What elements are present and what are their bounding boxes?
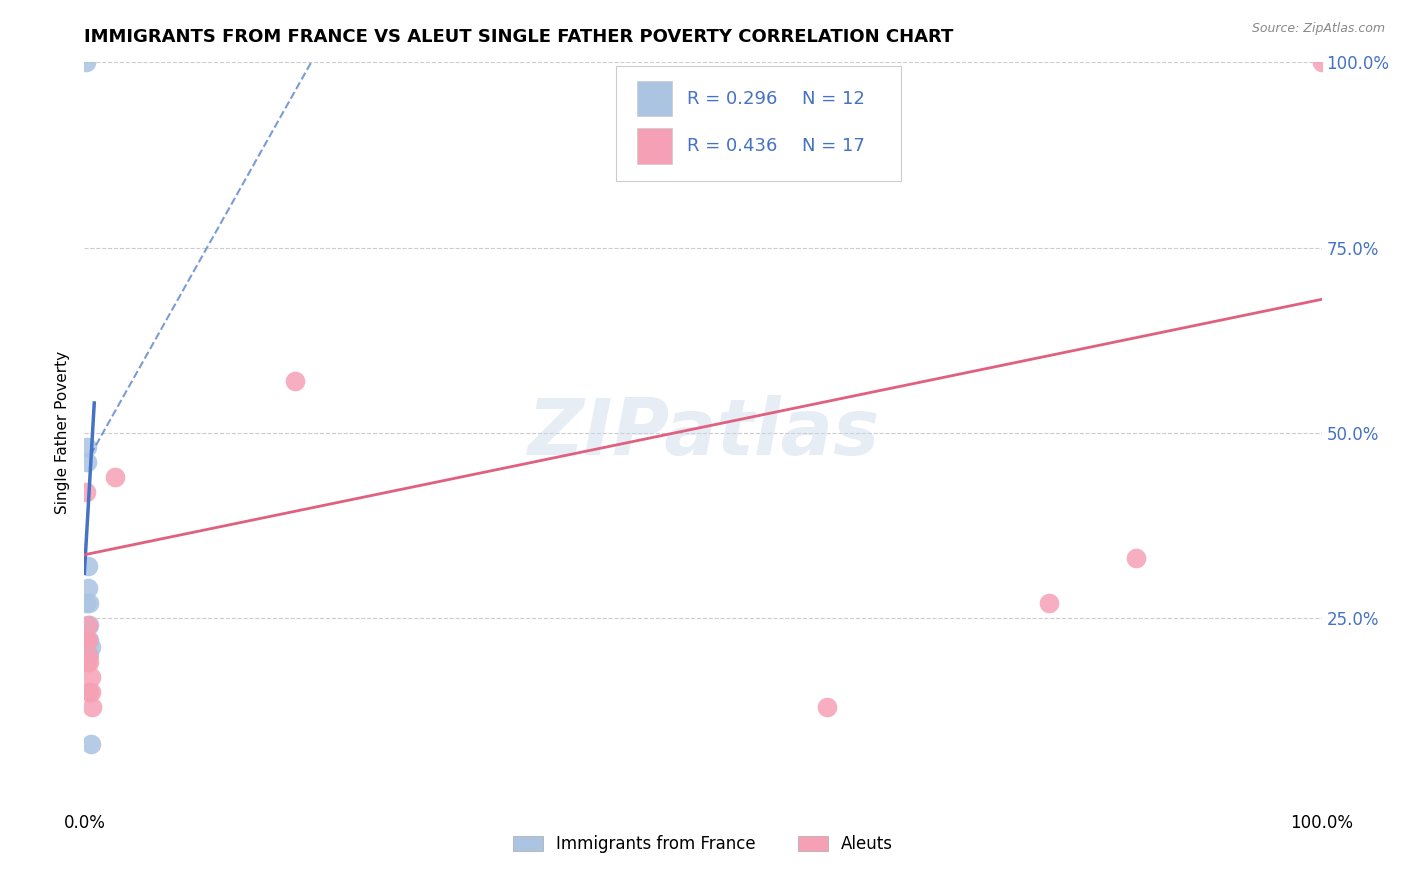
Point [77,558,100,573]
Point [79,655,101,669]
FancyBboxPatch shape [616,66,901,181]
Point [79,648,101,662]
Point [75,484,97,499]
Text: IMMIGRANTS FROM FRANCE VS ALEUT SINGLE FATHER POVERTY CORRELATION CHART: IMMIGRANTS FROM FRANCE VS ALEUT SINGLE F… [84,28,953,45]
Point [1038,596,1060,610]
Point [77,632,100,647]
Point [79,737,101,751]
Text: Source: ZipAtlas.com: Source: ZipAtlas.com [1251,22,1385,36]
Point [79,632,101,647]
Point [77,648,100,662]
Text: N = 12: N = 12 [801,90,865,108]
FancyBboxPatch shape [637,128,672,164]
Point [815,699,838,714]
Point [79,685,101,699]
Point [75,55,97,70]
Point [1310,55,1333,70]
Point [1125,551,1147,566]
Point [79,618,101,632]
FancyBboxPatch shape [637,81,672,117]
Point [76,441,98,455]
Point [79,596,101,610]
Text: N = 17: N = 17 [801,137,865,155]
Point [75,596,97,610]
Point [77,618,100,632]
Point [80,699,103,714]
Text: R = 0.296: R = 0.296 [688,90,778,108]
Point [79,670,101,684]
Point [76,655,98,669]
Text: ZIPatlas: ZIPatlas [527,394,879,471]
Y-axis label: Single Father Poverty: Single Father Poverty [55,351,70,514]
Point [104,470,127,484]
Text: R = 0.436: R = 0.436 [688,137,778,155]
Point [77,581,100,595]
Point [79,685,101,699]
Point [284,374,307,388]
Point [76,455,98,469]
Legend: Immigrants from France, Aleuts: Immigrants from France, Aleuts [505,826,901,861]
Point [79,640,101,655]
Point [76,632,98,647]
